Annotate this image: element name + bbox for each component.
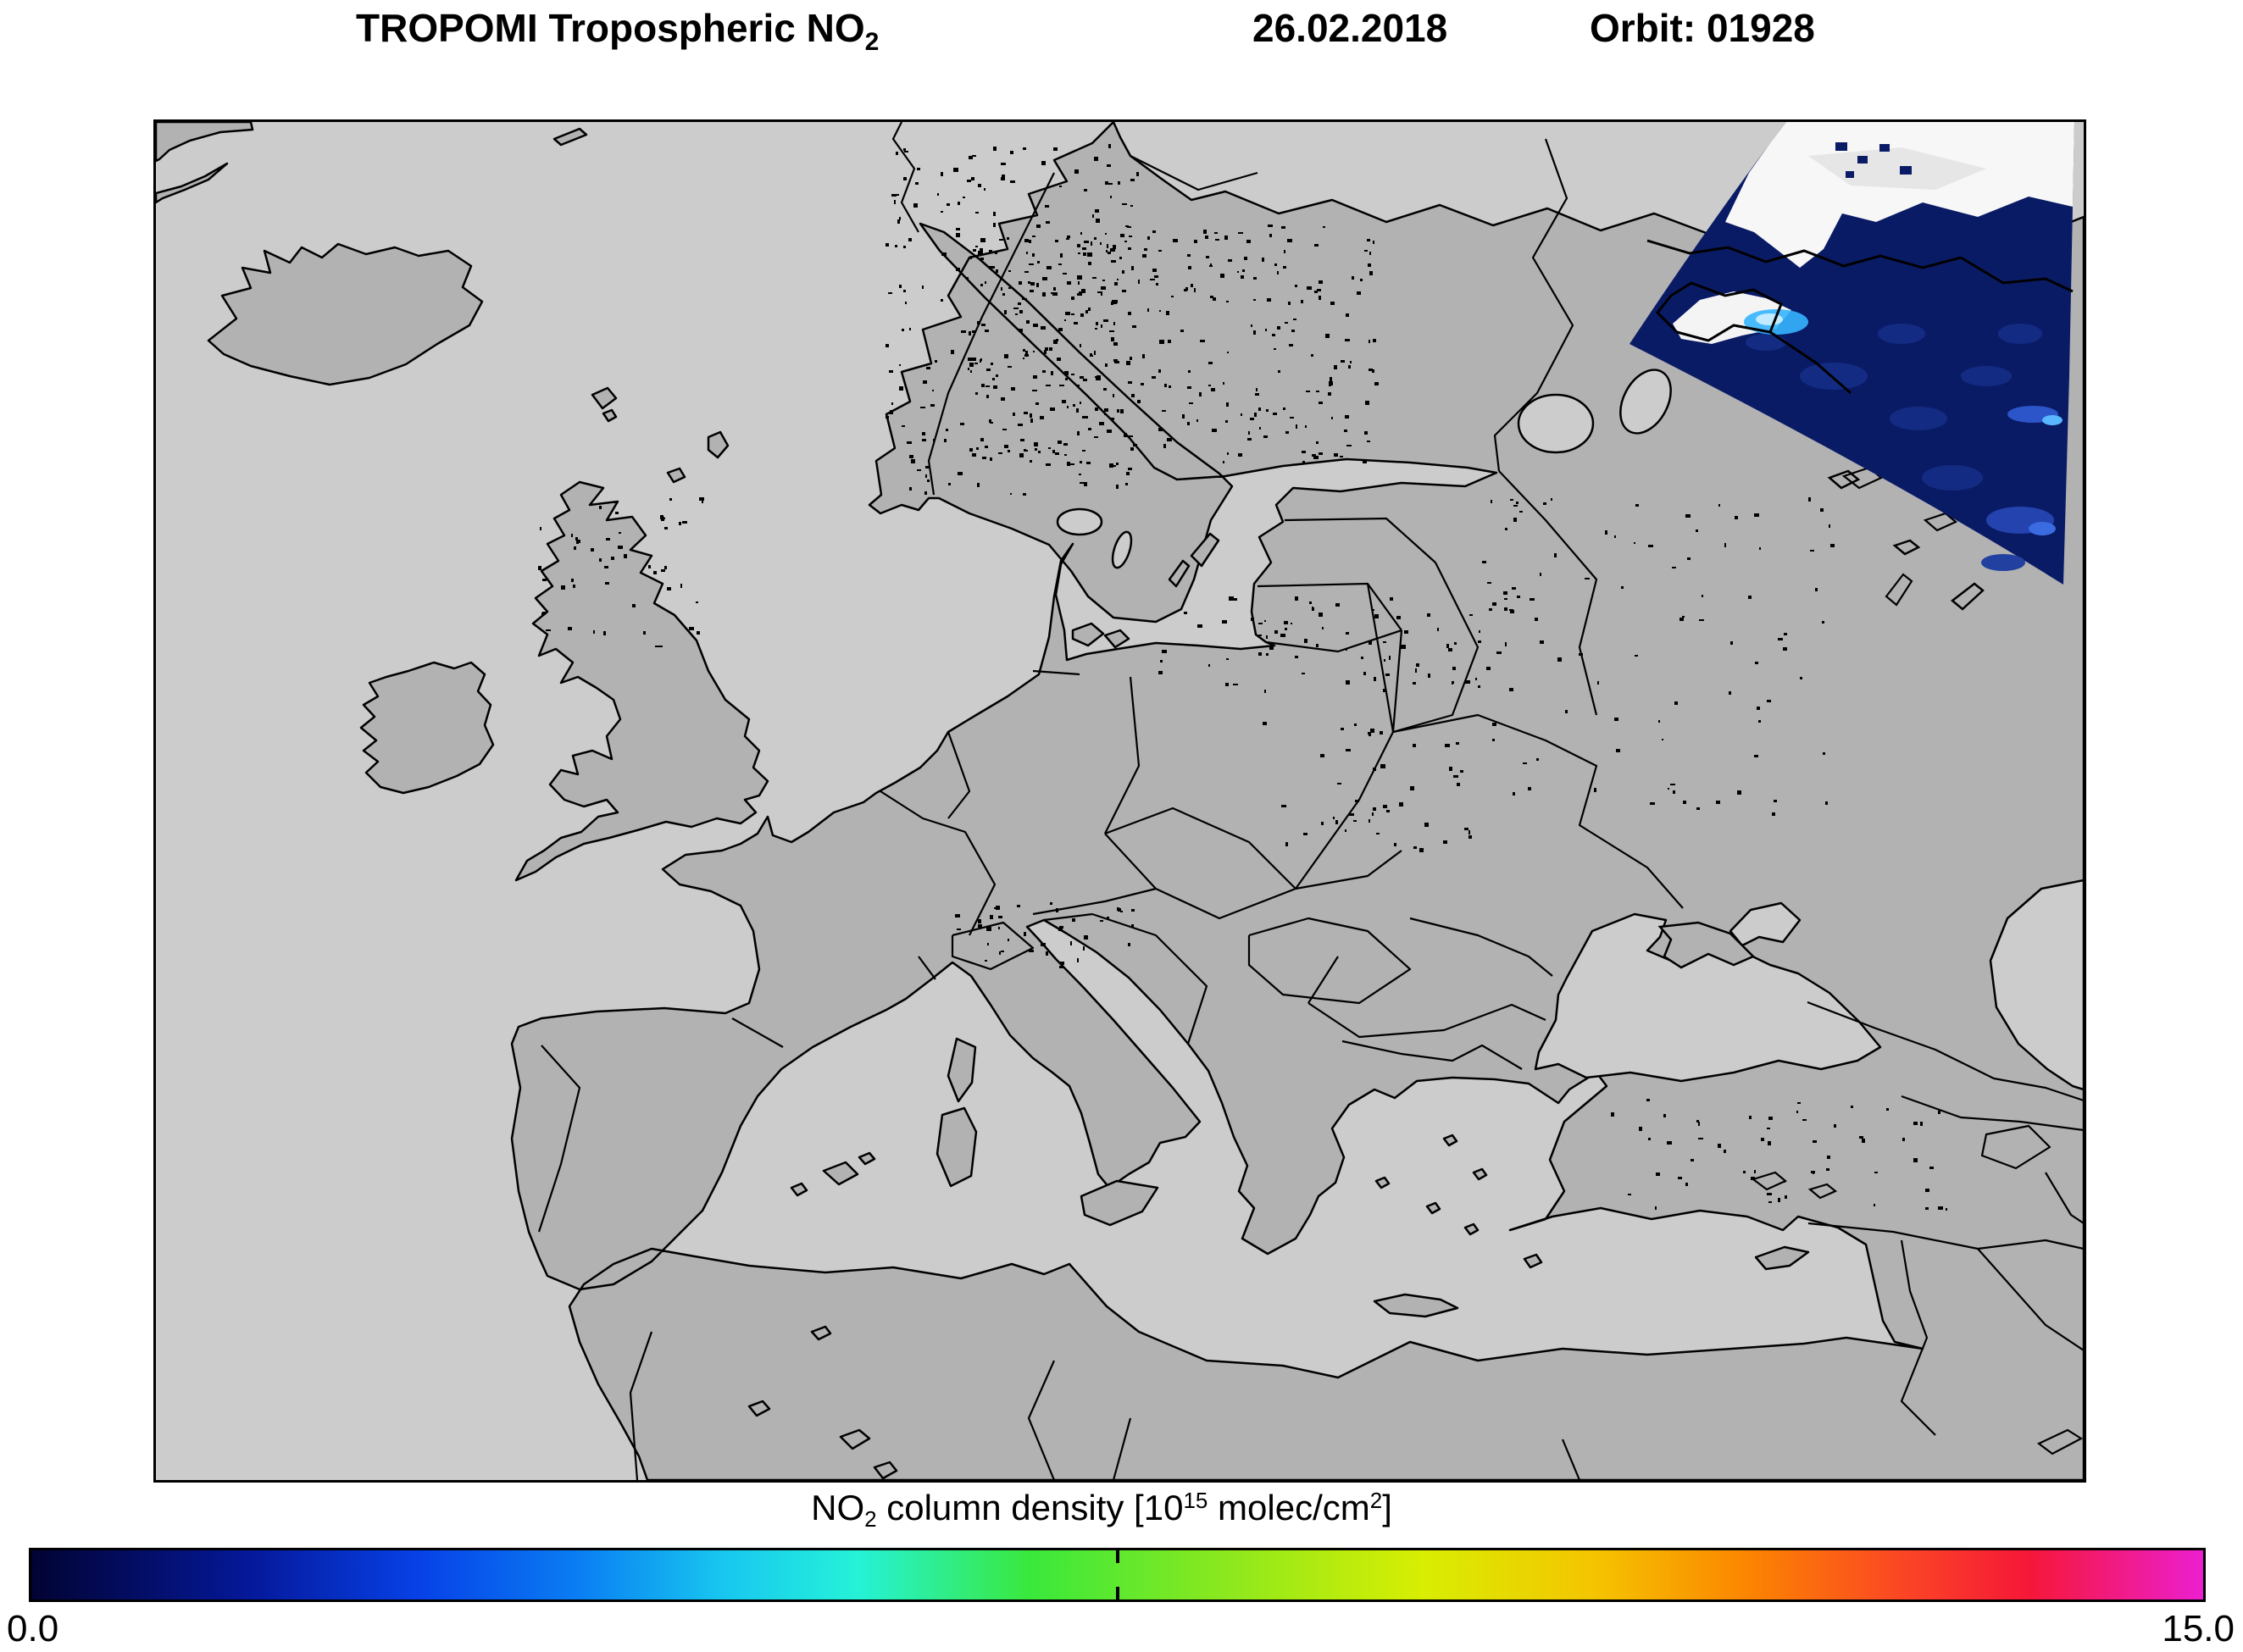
sicily xyxy=(1080,1179,1159,1227)
colorbar-caption: NO2 column density [1015 molec/cm2] xyxy=(0,1488,2203,1533)
swath-coastlines xyxy=(1646,239,2074,395)
swath-cloud-dark-pixels xyxy=(1835,142,1912,178)
caption-units: molec/cm xyxy=(1208,1488,1370,1527)
iceland xyxy=(207,242,484,386)
jan-mayen-island xyxy=(552,127,588,147)
observation-date: 26.02.2018 xyxy=(1252,6,1448,50)
colorbar xyxy=(29,1548,2206,1602)
caspian-sea xyxy=(1989,879,2084,1091)
lakes-forests-speckles xyxy=(538,144,1947,1211)
oland xyxy=(1168,559,1191,588)
caption-no: NO xyxy=(811,1488,865,1527)
crete xyxy=(1373,1293,1459,1318)
swath-mottle xyxy=(1746,324,2042,491)
caption-no-sub: 2 xyxy=(864,1506,877,1532)
crimea-peninsula xyxy=(1657,921,1756,969)
canary-madeira-islands xyxy=(747,1325,898,1480)
colorbar-mid-tick-bottom xyxy=(1115,1587,1119,1599)
lake-vattern xyxy=(1111,530,1133,569)
caption-suffix: ] xyxy=(1382,1488,1392,1527)
ireland xyxy=(359,661,495,795)
black-sea xyxy=(1534,912,1882,1083)
danish-islands xyxy=(1071,622,1130,649)
sea-of-azov xyxy=(1729,901,1802,947)
gotland xyxy=(1190,532,1220,568)
map-frame xyxy=(153,119,2086,1483)
page-title-text: TROPOMI Tropospheric NO xyxy=(356,6,865,50)
caption-units-exp: 2 xyxy=(1369,1488,1383,1513)
sardinia xyxy=(936,1106,978,1188)
orbit-number: Orbit: 01928 xyxy=(1590,6,1815,50)
swath-cloud-shading xyxy=(1808,147,1986,190)
balearic-islands xyxy=(790,1151,876,1197)
map-canvas xyxy=(156,122,2084,1480)
russia-lake-squiggles xyxy=(1827,469,1985,611)
aegean-islands xyxy=(1374,1134,1488,1236)
swath-bright-streaks xyxy=(1981,406,2063,571)
inland-seas-group xyxy=(1056,369,2084,1091)
page-title: TROPOMI Tropospheric NO2 xyxy=(356,5,879,56)
lake-onega xyxy=(1619,369,1672,435)
greenland-cape xyxy=(156,162,229,204)
orkney-islands xyxy=(666,467,686,484)
colorbar-max-label: 15.0 xyxy=(2162,1608,2235,1649)
caption-exp: 15 xyxy=(1183,1488,1208,1513)
rhodes xyxy=(1523,1253,1543,1269)
landmass-group xyxy=(156,122,2084,1480)
page-title-subscript: 2 xyxy=(864,28,880,56)
satellite-swath xyxy=(1630,122,2074,585)
colorbar-mid-tick-top xyxy=(1115,1550,1119,1563)
corsica xyxy=(947,1037,977,1103)
country-borders-group xyxy=(537,122,2084,1480)
cyprus xyxy=(1754,1245,1810,1271)
colorbar-min-label: 0.0 xyxy=(7,1608,59,1649)
eurasia-mainland xyxy=(510,122,2084,1480)
shetland-islands xyxy=(707,430,730,459)
swath-hotspot-core xyxy=(1756,313,1783,325)
faroe-islands xyxy=(591,386,618,423)
great-britain xyxy=(514,480,769,882)
greenland-coast xyxy=(156,122,254,163)
caption-middle: column density [10 xyxy=(876,1488,1184,1527)
lake-ladoga xyxy=(1517,393,1595,454)
lake-vanern xyxy=(1056,507,1103,536)
